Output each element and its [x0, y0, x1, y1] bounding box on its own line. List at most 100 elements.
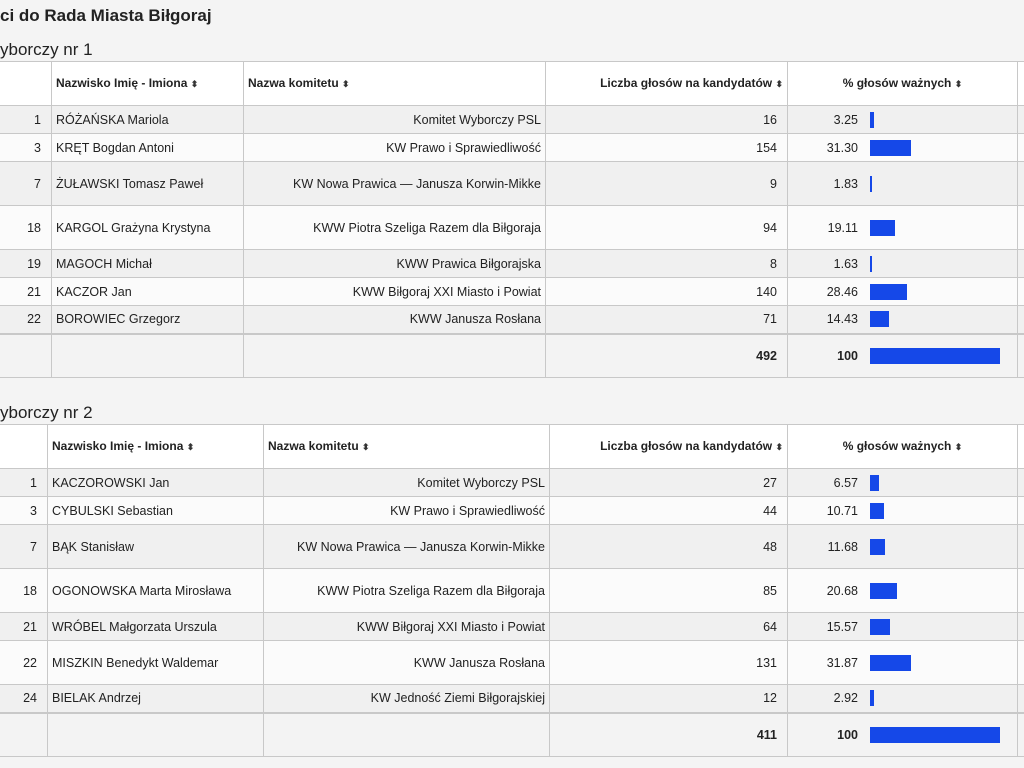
candidate-number: 7 — [0, 161, 52, 206]
candidate-votes: 12 — [549, 684, 788, 713]
committee-name: Komitet Wyborczy PSL — [263, 468, 550, 497]
candidate-pct-value: 1.83 — [833, 176, 858, 191]
candidate-votes: 48 — [549, 524, 788, 569]
results-table: Nazwisko Imię - Imiona ⬍ Nazwa komitetu … — [0, 424, 1024, 757]
candidate-pct-bar — [870, 618, 891, 635]
candidate-pct-value: 3.25 — [833, 112, 858, 127]
candidate-number: 18 — [0, 568, 48, 613]
sort-updown-icon[interactable]: ⬍ — [954, 441, 963, 452]
committee-name: KWW Biłgoraj XXI Miasto i Powiat — [263, 612, 550, 641]
table-row: 22 MISZKIN Benedykt Waldemar KWW Janusza R… — [0, 640, 1024, 685]
candidate-pct-bar — [870, 690, 874, 707]
candidate-number: 21 — [0, 612, 48, 641]
candidate-name: RÓŻAŃSKA Mariola — [51, 105, 244, 134]
total-votes: 492 — [545, 332, 788, 378]
table-row: 24 BIELAK Andrzej KW Jedność Ziemi Biłgora… — [0, 684, 1024, 713]
candidate-votes: 94 — [545, 205, 788, 250]
footer-cell — [47, 711, 264, 757]
candidate-name: KRĘT Bogdan Antoni — [51, 133, 244, 162]
committee-name: KW Nowa Prawica — Janusza Korwin-Mikke — [263, 524, 550, 569]
candidate-pct-bar — [870, 538, 886, 555]
sort-updown-icon[interactable]: ⬍ — [775, 78, 783, 89]
candidate-name: KACZOR Jan — [51, 277, 244, 306]
candidate-name: OGONOWSKA Marta Mirosława — [47, 568, 264, 613]
row-extra — [1017, 684, 1024, 713]
candidate-pct-bar — [870, 311, 889, 328]
candidate-number: 21 — [0, 277, 52, 306]
candidate-pct-value: 14.43 — [826, 312, 858, 327]
candidate-name: BIELAK Andrzej — [47, 684, 264, 713]
header-number — [0, 424, 48, 469]
committee-name: KWW Piotra Szeliga Razem dla Biłgoraja — [243, 205, 546, 250]
sort-updown-icon[interactable]: ⬍ — [775, 441, 783, 452]
total-pct-value: 100 — [837, 348, 858, 363]
candidate-name: BOROWIEC Grzegorz — [51, 305, 244, 334]
candidate-pct-value: 15.57 — [826, 619, 858, 634]
candidate-number: 7 — [0, 524, 48, 569]
row-extra — [1017, 612, 1024, 641]
candidate-number: 3 — [0, 496, 48, 525]
header-name[interactable]: Nazwisko Imię - Imiona ⬍ — [51, 61, 244, 106]
total-pct-bar — [870, 347, 1000, 364]
candidate-pct: 28.46 — [787, 277, 1018, 306]
candidate-pct: 11.68 — [787, 524, 1018, 569]
table-row: 22 BOROWIEC Grzegorz KWW Janusza Rosłana 71… — [0, 305, 1024, 334]
candidate-name: KARGOL Grażyna Krystyna — [51, 205, 244, 250]
candidate-number: 19 — [0, 249, 52, 278]
table-row: 1 RÓŻAŃSKA Mariola Komitet Wyborczy PSL 16 3… — [0, 105, 1024, 134]
candidate-name: ŻUŁAWSKI Tomasz Paweł — [51, 161, 244, 206]
candidate-number: 1 — [0, 468, 48, 497]
table-row: 21 KACZOR Jan KWW Biłgoraj XXI Miasto i Po… — [0, 277, 1024, 306]
page-title: ci do Rada Miasta Biłgoraj — [0, 6, 212, 25]
candidate-pct: 19.11 — [787, 205, 1018, 250]
candidate-pct: 15.57 — [787, 612, 1018, 641]
sort-updown-icon[interactable]: ⬍ — [186, 441, 195, 452]
candidate-pct-bar — [870, 255, 873, 272]
table-row: 7 ŻUŁAWSKI Tomasz Paweł KW Nowa Prawica — … — [0, 161, 1024, 206]
candidate-votes: 64 — [549, 612, 788, 641]
header-committee[interactable]: Nazwa komitetu ⬍ — [263, 424, 550, 469]
committee-name: KW Prawo i Sprawiedliwość — [263, 496, 550, 525]
candidate-pct-value: 10.71 — [826, 503, 858, 518]
header-name[interactable]: Nazwisko Imię - Imiona ⬍ — [47, 424, 264, 469]
candidate-number: 3 — [0, 133, 52, 162]
row-extra — [1017, 640, 1024, 685]
sort-updown-icon[interactable]: ⬍ — [362, 441, 370, 452]
table-row: 3 CYBULSKI Sebastian KW Prawo i Sprawiedli… — [0, 496, 1024, 525]
table-row: 18 OGONOWSKA Marta Mirosława KWW Piotra Sz… — [0, 568, 1024, 613]
header-votes[interactable]: Liczba głosów na kandydatów ⬍ — [545, 61, 788, 106]
candidate-votes: 8 — [545, 249, 788, 278]
candidate-pct-bar — [870, 139, 911, 156]
candidate-votes: 9 — [545, 161, 788, 206]
header-committee[interactable]: Nazwa komitetu ⬍ — [243, 61, 546, 106]
footer-cell — [263, 711, 550, 757]
row-extra — [1017, 305, 1024, 334]
committee-name: KWW Biłgoraj XXI Miasto i Powiat — [243, 277, 546, 306]
candidate-pct-bar — [870, 654, 912, 671]
candidate-pct-value: 31.30 — [826, 140, 858, 155]
sort-updown-icon[interactable]: ⬍ — [190, 78, 199, 89]
header-number — [0, 61, 52, 106]
sort-updown-icon[interactable]: ⬍ — [954, 78, 963, 89]
sort-updown-icon[interactable]: ⬍ — [342, 78, 350, 89]
header-votes[interactable]: Liczba głosów na kandydatów ⬍ — [549, 424, 788, 469]
header-pct[interactable]: % głosów ważnych ⬍ — [787, 61, 1018, 106]
total-votes: 411 — [549, 711, 788, 757]
candidate-name: BĄK Stanisław — [47, 524, 264, 569]
committee-name: KW Prawo i Sprawiedliwość — [243, 133, 546, 162]
candidate-pct-value: 19.11 — [827, 220, 858, 235]
header-pct[interactable]: % głosów ważnych ⬍ — [787, 424, 1018, 469]
footer-cell — [0, 711, 48, 757]
candidate-pct-value: 31.87 — [826, 655, 858, 670]
candidate-pct: 6.57 — [787, 468, 1018, 497]
candidate-pct-value: 1.63 — [833, 256, 858, 271]
candidate-pct-value: 11.68 — [827, 539, 858, 554]
candidate-pct: 3.25 — [787, 105, 1018, 134]
row-extra — [1017, 205, 1024, 250]
candidate-pct-value: 28.46 — [826, 284, 858, 299]
candidate-votes: 131 — [549, 640, 788, 685]
committee-name: Komitet Wyborczy PSL — [243, 105, 546, 134]
candidate-pct-bar — [870, 219, 895, 236]
committee-name: KW Jedność Ziemi Biłgorajskiej — [263, 684, 550, 713]
candidate-pct: 31.30 — [787, 133, 1018, 162]
